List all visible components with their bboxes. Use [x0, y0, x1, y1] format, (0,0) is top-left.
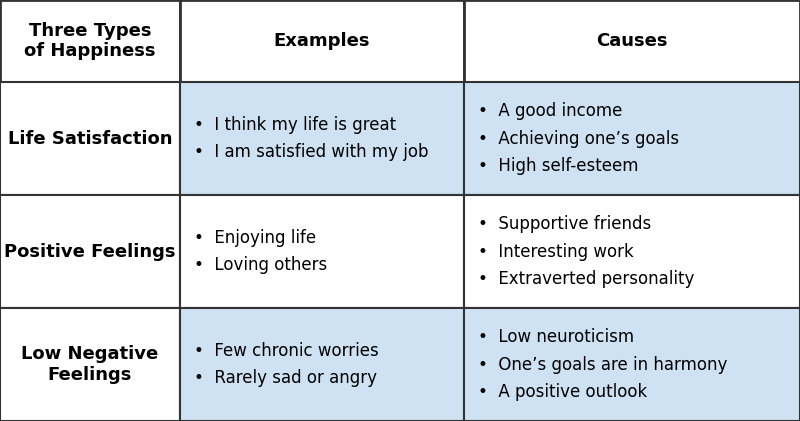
Bar [0, 0, 180, 82]
Text: •  I think my life is great
•  I am satisfied with my job: • I think my life is great • I am satisf… [194, 116, 429, 162]
Bar [464, 82, 800, 195]
Bar [464, 308, 800, 421]
Bar [0, 82, 180, 195]
Text: Positive Feelings: Positive Feelings [4, 242, 176, 261]
Text: •  Low neuroticism
•  One’s goals are in harmony
•  A positive outlook: • Low neuroticism • One’s goals are in h… [478, 328, 728, 401]
Text: Examples: Examples [274, 32, 370, 50]
Text: •  A good income
•  Achieving one’s goals
•  High self-esteem: • A good income • Achieving one’s goals … [478, 102, 679, 176]
Bar [0, 195, 180, 308]
Text: •  Few chronic worries
•  Rarely sad or angry: • Few chronic worries • Rarely sad or an… [194, 341, 379, 387]
Bar [0, 308, 180, 421]
Bar [464, 0, 800, 82]
Bar [464, 195, 800, 308]
Bar [180, 82, 464, 195]
Text: •  Supportive friends
•  Interesting work
•  Extraverted personality: • Supportive friends • Interesting work … [478, 215, 694, 288]
Text: •  Enjoying life
•  Loving others: • Enjoying life • Loving others [194, 229, 328, 274]
Bar [180, 308, 464, 421]
Bar [180, 195, 464, 308]
Bar [180, 0, 464, 82]
Text: Causes: Causes [596, 32, 668, 50]
Text: Low Negative
Feelings: Low Negative Feelings [22, 345, 158, 384]
Text: Life Satisfaction: Life Satisfaction [8, 130, 172, 148]
Text: Three Types
of Happiness: Three Types of Happiness [24, 21, 156, 61]
